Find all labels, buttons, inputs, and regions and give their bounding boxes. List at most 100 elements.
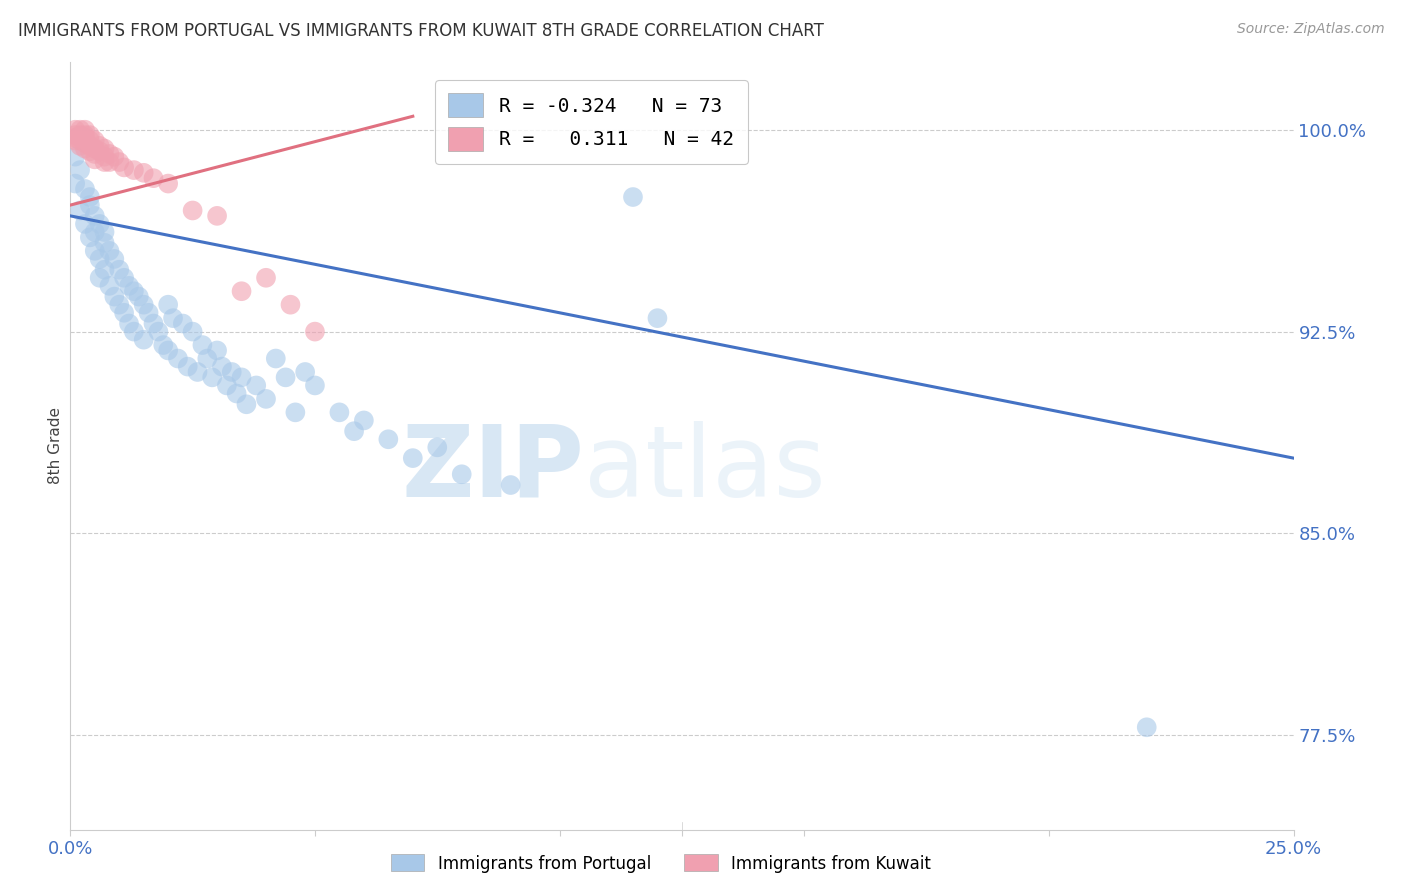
- Point: [89, 270, 111, 285]
- Point: [157, 177, 180, 191]
- Point: [69, 128, 91, 142]
- Point: [112, 270, 135, 285]
- Point: [89, 252, 111, 266]
- Point: [93, 150, 115, 164]
- Point: [157, 343, 180, 358]
- Point: [73, 128, 96, 142]
- Point: [112, 161, 135, 175]
- Point: [215, 378, 238, 392]
- Point: [79, 134, 101, 148]
- Point: [69, 139, 91, 153]
- Point: [157, 298, 180, 312]
- Point: [98, 147, 121, 161]
- Point: [343, 424, 366, 438]
- Point: [79, 198, 101, 212]
- Point: [225, 386, 247, 401]
- Point: [89, 217, 111, 231]
- Point: [98, 244, 121, 258]
- Point: [191, 338, 214, 352]
- Point: [69, 203, 91, 218]
- Point: [142, 317, 165, 331]
- Point: [69, 130, 91, 145]
- Point: [181, 203, 204, 218]
- Point: [122, 325, 145, 339]
- Point: [63, 128, 86, 142]
- Point: [108, 155, 131, 169]
- Point: [621, 190, 644, 204]
- Point: [426, 441, 449, 455]
- Point: [79, 128, 101, 142]
- Point: [69, 122, 91, 136]
- Point: [108, 262, 131, 277]
- Point: [79, 190, 101, 204]
- Point: [83, 244, 105, 258]
- Point: [221, 365, 243, 379]
- Point: [284, 405, 307, 419]
- Point: [73, 182, 96, 196]
- Point: [152, 338, 174, 352]
- Point: [118, 317, 141, 331]
- Point: [402, 451, 425, 466]
- Point: [63, 177, 86, 191]
- Point: [69, 163, 91, 178]
- Point: [148, 325, 170, 339]
- Text: IMMIGRANTS FROM PORTUGAL VS IMMIGRANTS FROM KUWAIT 8TH GRADE CORRELATION CHART: IMMIGRANTS FROM PORTUGAL VS IMMIGRANTS F…: [18, 22, 824, 40]
- Point: [254, 270, 277, 285]
- Point: [186, 365, 208, 379]
- Point: [93, 235, 115, 250]
- Point: [132, 298, 155, 312]
- Point: [172, 317, 194, 331]
- Point: [231, 284, 253, 298]
- Point: [205, 209, 228, 223]
- Point: [254, 392, 277, 406]
- Point: [274, 370, 297, 384]
- Point: [83, 142, 105, 156]
- Point: [93, 155, 115, 169]
- Point: [162, 311, 184, 326]
- Point: [1136, 720, 1159, 734]
- Point: [499, 478, 522, 492]
- Point: [280, 298, 302, 312]
- Point: [132, 166, 155, 180]
- Point: [235, 397, 257, 411]
- Point: [73, 142, 96, 156]
- Point: [63, 134, 86, 148]
- Point: [353, 413, 375, 427]
- Point: [98, 155, 121, 169]
- Point: [138, 306, 160, 320]
- Point: [73, 122, 96, 136]
- Point: [89, 139, 111, 153]
- Legend: R = -0.324   N = 73, R =   0.311   N = 42: R = -0.324 N = 73, R = 0.311 N = 42: [434, 79, 748, 164]
- Point: [93, 142, 115, 156]
- Point: [93, 262, 115, 277]
- Point: [122, 163, 145, 178]
- Point: [83, 147, 105, 161]
- Point: [450, 467, 472, 482]
- Point: [63, 122, 86, 136]
- Point: [79, 230, 101, 244]
- Point: [63, 130, 86, 145]
- Point: [647, 311, 669, 326]
- Point: [98, 278, 121, 293]
- Point: [79, 139, 101, 153]
- Y-axis label: 8th Grade: 8th Grade: [48, 408, 63, 484]
- Point: [304, 325, 326, 339]
- Point: [103, 150, 125, 164]
- Point: [181, 325, 204, 339]
- Point: [132, 333, 155, 347]
- Point: [294, 365, 316, 379]
- Text: atlas: atlas: [583, 420, 825, 517]
- Text: Source: ZipAtlas.com: Source: ZipAtlas.com: [1237, 22, 1385, 37]
- Point: [73, 217, 96, 231]
- Point: [103, 252, 125, 266]
- Point: [205, 343, 228, 358]
- Point: [328, 405, 350, 419]
- Legend: Immigrants from Portugal, Immigrants from Kuwait: Immigrants from Portugal, Immigrants fro…: [384, 847, 938, 880]
- Point: [118, 278, 141, 293]
- Point: [245, 378, 267, 392]
- Point: [83, 225, 105, 239]
- Point: [79, 145, 101, 159]
- Point: [83, 209, 105, 223]
- Point: [195, 351, 218, 366]
- Point: [167, 351, 190, 366]
